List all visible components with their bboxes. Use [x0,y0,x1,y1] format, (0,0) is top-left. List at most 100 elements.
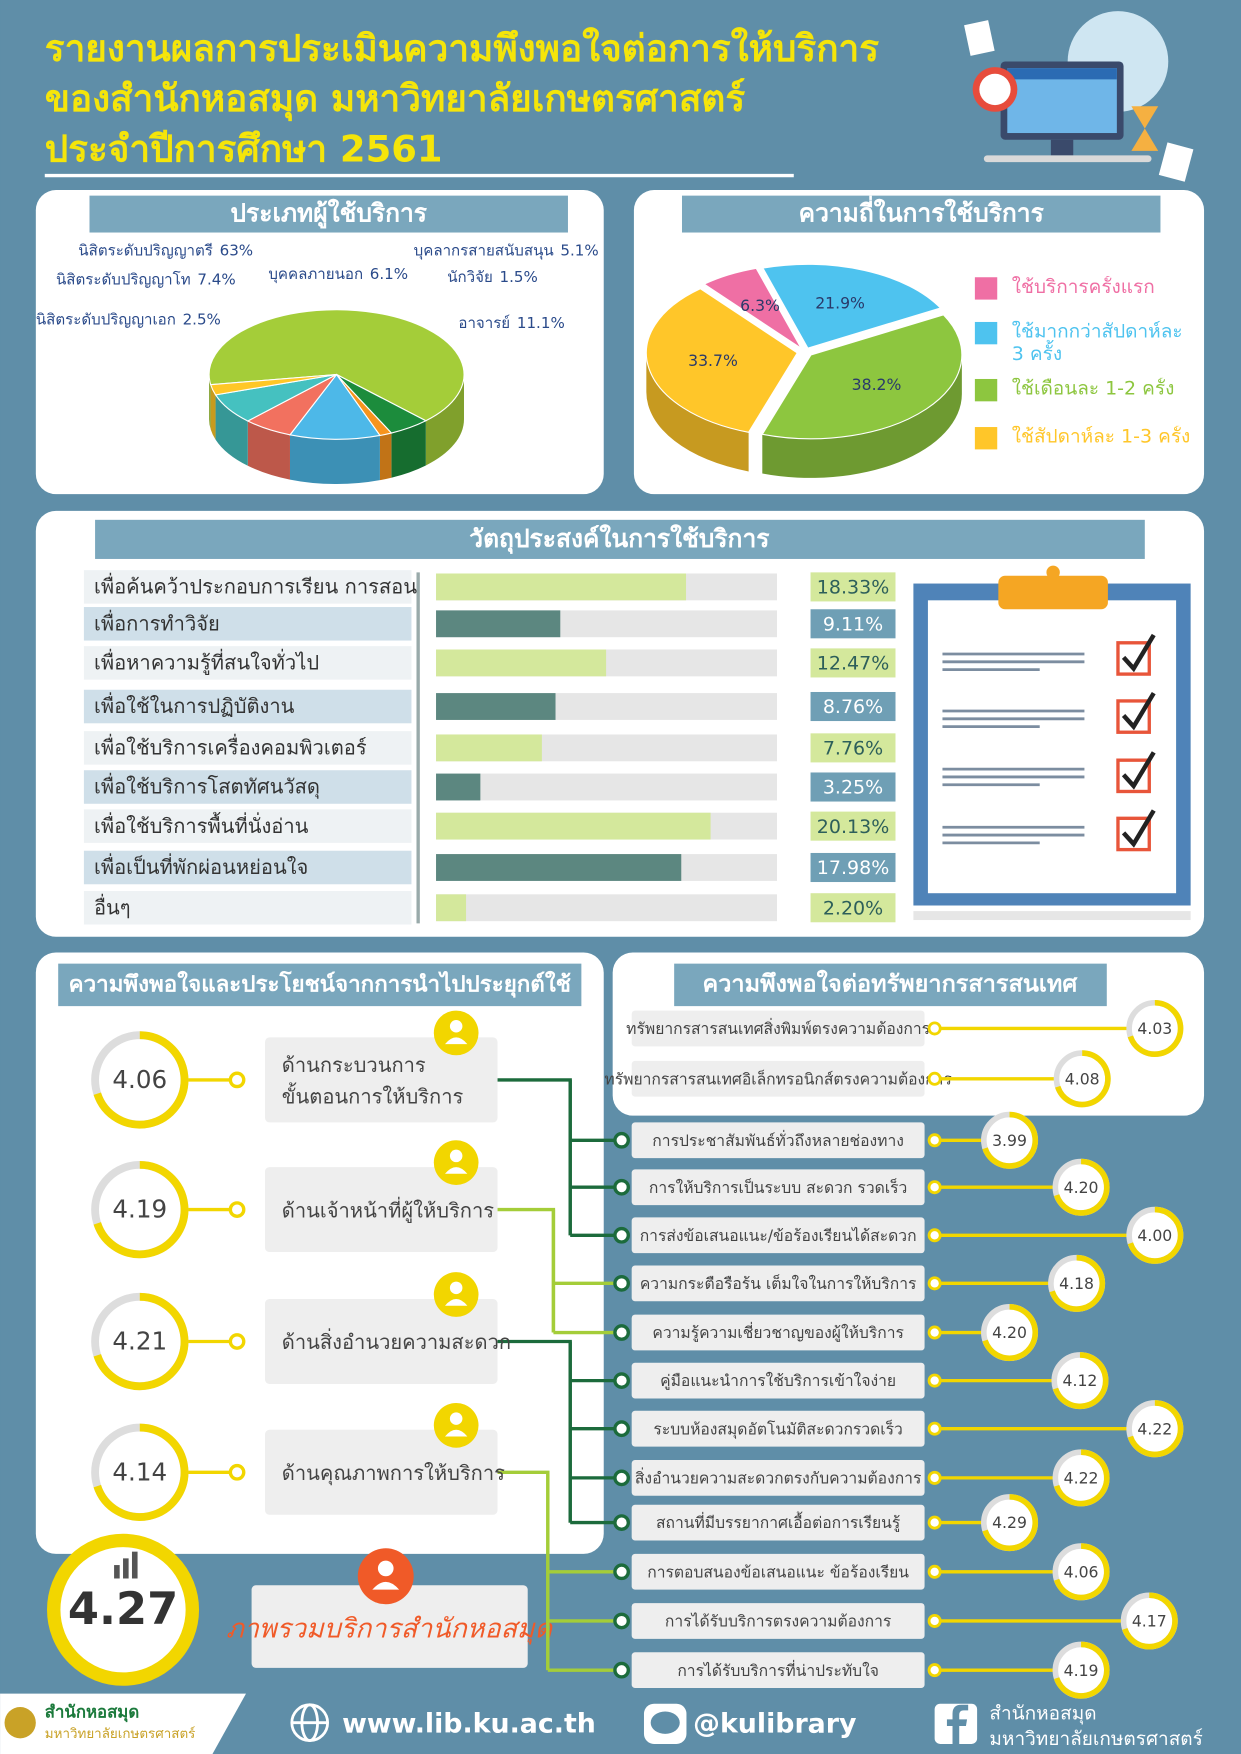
item-box [631,1603,925,1639]
pie-depth [289,434,380,485]
legend-label: ใช้เดือนละ 1-2 ครั้ง [1011,377,1175,401]
item-dot [613,1469,631,1487]
person-icon-body [444,1167,468,1174]
bar [436,693,556,720]
category-label: เพื่อการทำวิจัย [94,609,220,635]
pie-label-value: 6.1% [370,264,408,282]
panel-title: ความพึงพอใจและประโยชน์จากการนำไปประยุกต์… [69,970,571,998]
value-box [810,648,896,678]
score-ring-arc [93,1160,189,1259]
item-box [631,1314,925,1351]
score-ring-arc [1053,1641,1110,1699]
item-score: 4.08 [1065,1069,1100,1088]
category-box [83,607,412,641]
pie-label: นักวิจัย 1.5% [447,268,538,286]
item-score: 4.17 [1132,1612,1167,1631]
item-box [631,1060,925,1097]
item-label: ทรัพยากรสารสนเทศอิเล็กทรอนิกส์ตรงความต้อ… [604,1068,951,1088]
aspect-label: ด้านคุณภาพการให้บริการ [282,1461,505,1486]
item-label: ทรัพยากรสารสนเทศสิ่งพิมพ์ตรงความต้องการ [626,1017,930,1038]
value-label: 18.33% [817,577,889,599]
pie-depth [209,374,211,430]
bar [436,894,467,922]
footer-logo-text: มหาวิทยาลัยเกษตรศาสตร์ [45,1726,196,1742]
pie-value-label: 6.3% [740,296,780,315]
ring-dot [228,1201,246,1218]
pie-label-name: นิสิตระดับปริญญาโท [56,270,191,288]
item-score: 4.22 [1137,1419,1172,1438]
pie-slice [762,263,942,349]
person-icon-head [449,1281,463,1295]
aspect-score: 4.06 [112,1065,167,1094]
pie-label-name: อาจารย์ [458,314,510,332]
item-label: การประชาสัมพันธ์ทั่วถึงหลายช่องทาง [652,1129,904,1150]
legend-label: ใช้สัปดาห์ละ 1-3 ครั้ง [1011,425,1191,449]
pie-label-name: นิสิตระดับปริญญาเอก [36,310,176,328]
score-ring-arc [1052,1352,1109,1410]
category-box [83,809,412,843]
page-title: รายงานผลการประเมินความพึงพอใจต่อการให้บร… [45,27,879,70]
pie-label: อาจารย์ 11.1% [458,314,564,332]
bar [436,610,561,638]
person-icon-body [372,1581,400,1590]
page-title: ของสำนักหอสมุด มหาวิทยาลัยเกษตรศาสตร์ [45,77,746,122]
panel-title: ความถี่ในการใช้บริการ [799,196,1045,228]
pie-label-name: บุคคลภายนอก [268,264,363,283]
item-dot [927,1276,942,1291]
score-ring-arc [982,1494,1038,1552]
score-ring-arc [1053,1449,1110,1507]
item-label: สถานที่มีบรรยากาศเอื้อต่อการเรียนรู้ [656,1511,900,1533]
value-label: 12.47% [817,653,889,675]
item-dot [927,1133,942,1148]
person-icon [433,1272,479,1317]
pie-label-name: นักวิจัย [447,268,493,286]
score-ring-arc [1053,1158,1110,1216]
aspect-score: 4.14 [112,1457,167,1486]
footer-facebook: มหาวิทยาลัยเกษตรศาสตร์ [989,1728,1202,1750]
item-dot [927,1613,942,1628]
item-dot [613,1563,631,1581]
category-box [83,689,412,724]
item-box [631,1362,925,1399]
facebook-icon-f [946,1704,969,1744]
legend-swatch [974,378,998,402]
item-label: ความกระตือรือร้น เต็มใจในการให้บริการ [640,1273,917,1293]
item-dot [927,1373,942,1388]
item-box [631,1265,925,1302]
category-label: อื่นๆ [94,893,131,919]
item-dot [613,1324,631,1341]
item-score: 4.18 [1059,1274,1094,1293]
person-icon [433,1402,479,1448]
category-box [83,570,412,604]
bar [436,734,542,762]
panel-header [681,195,1161,233]
item-score: 4.22 [1064,1468,1099,1487]
score-ring-arc [93,1292,189,1391]
item-label: สิ่งอำนวยความสะดวกตรงกับความต้องการ [635,1466,921,1487]
score-ring-arc [1127,1206,1184,1264]
pie-label: บุคคลภายนอก 6.1% [268,264,408,283]
item-box [631,1553,925,1590]
aspect-box [265,1167,498,1253]
item-box [631,1010,925,1047]
value-box [810,893,896,923]
panel-title: ประเภทผู้ใช้บริการ [230,199,427,230]
item-dot [613,1274,631,1292]
item-dot [927,1180,942,1195]
pie-label-value: 7.4% [197,270,235,288]
item-label: การได้รับบริการตรงความต้องการ [665,1612,891,1631]
category-label: เพื่อเป็นที่พักผ่อนหย่อนใจ [94,853,308,879]
item-dot [927,1663,942,1678]
pie-label: นิสิตระดับปริญญาเอก 2.5% [36,310,221,328]
score-ring-arc [982,1111,1038,1169]
item-label: ความรู้ความเชี่ยวชาญของผู้ให้บริการ [652,1321,904,1343]
aspect-label: ด้านสิ่งอำนวยความสะดวก [282,1328,511,1354]
clipboard-illustration [913,565,1191,921]
aspect-box [265,1429,498,1515]
pie-slice [761,314,963,440]
panel-title: ความพึงพอใจต่อทรัพยากรสารสนเทศ [703,969,1079,997]
line-icon-bubble [650,1711,680,1734]
pie-label-name: นิสิตระดับปริญญาตรี [78,241,213,259]
pie-label-name: บุคลากรสายสนับสนุน [414,241,554,260]
